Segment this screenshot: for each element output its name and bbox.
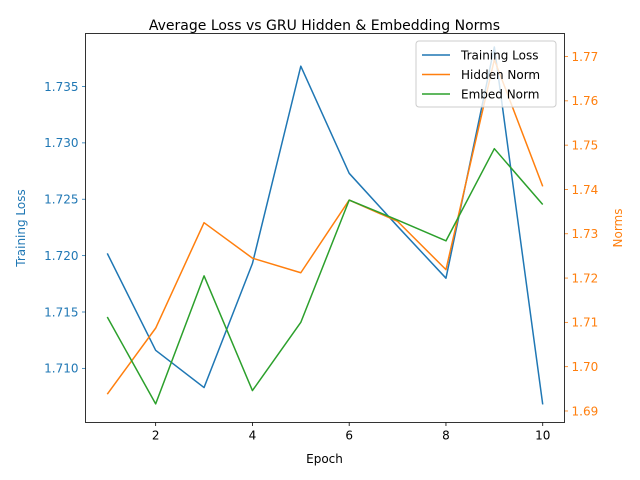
chart-title: Average Loss vs GRU Hidden & Embedding N… [149, 18, 500, 34]
right-tick-label: 1.75 [572, 138, 599, 152]
left-tick-label: 1.720 [44, 249, 78, 263]
right-tick-label: 1.71 [572, 316, 599, 330]
legend-label-training-loss: Training Loss [460, 48, 538, 62]
left-tick-label: 1.735 [44, 80, 78, 94]
right-tick-label: 1.69 [572, 404, 599, 418]
right-tick-label: 1.74 [572, 183, 599, 197]
legend-label-embed-norm: Embed Norm [461, 87, 539, 101]
left-tick-label: 1.715 [44, 305, 78, 319]
series-lines [106, 46, 544, 405]
x-tick-label: 6 [345, 429, 353, 443]
right-tick-label: 1.70 [572, 360, 599, 374]
x-tick-label: 4 [249, 429, 257, 443]
right-tick-label: 1.77 [572, 50, 599, 64]
left-tick-label: 1.730 [44, 136, 78, 150]
legend-label-hidden-norm: Hidden Norm [461, 68, 540, 82]
right-axis-title: Norms [611, 209, 625, 248]
series-line-hidden-norm [106, 58, 544, 395]
x-tick-label: 2 [152, 429, 160, 443]
left-tick-label: 1.710 [44, 362, 78, 376]
plot-frame [85, 33, 565, 423]
right-tick-label: 1.76 [572, 94, 599, 108]
left-axis-title: Training Loss [14, 189, 28, 267]
legend: Training Loss Hidden Norm Embed Norm [415, 40, 557, 108]
right-axis-ticks: 1.69 1.70 1.71 1.72 1.73 1.74 1.75 1.76 1.77 [564, 50, 599, 418]
left-tick-label: 1.725 [44, 193, 78, 207]
left-axis-ticks: 1.710 1.715 1.720 1.725 1.730 1.735 [44, 80, 86, 376]
legend-box [415, 40, 557, 108]
x-axis-ticks: 2 4 6 8 10 [152, 422, 550, 443]
right-tick-label: 1.72 [572, 271, 599, 285]
right-tick-label: 1.73 [572, 227, 599, 241]
x-tick-label: 8 [442, 429, 450, 443]
x-axis-title: Epoch [306, 452, 343, 466]
series-line-embed-norm [106, 147, 544, 405]
x-tick-label: 10 [535, 429, 550, 443]
